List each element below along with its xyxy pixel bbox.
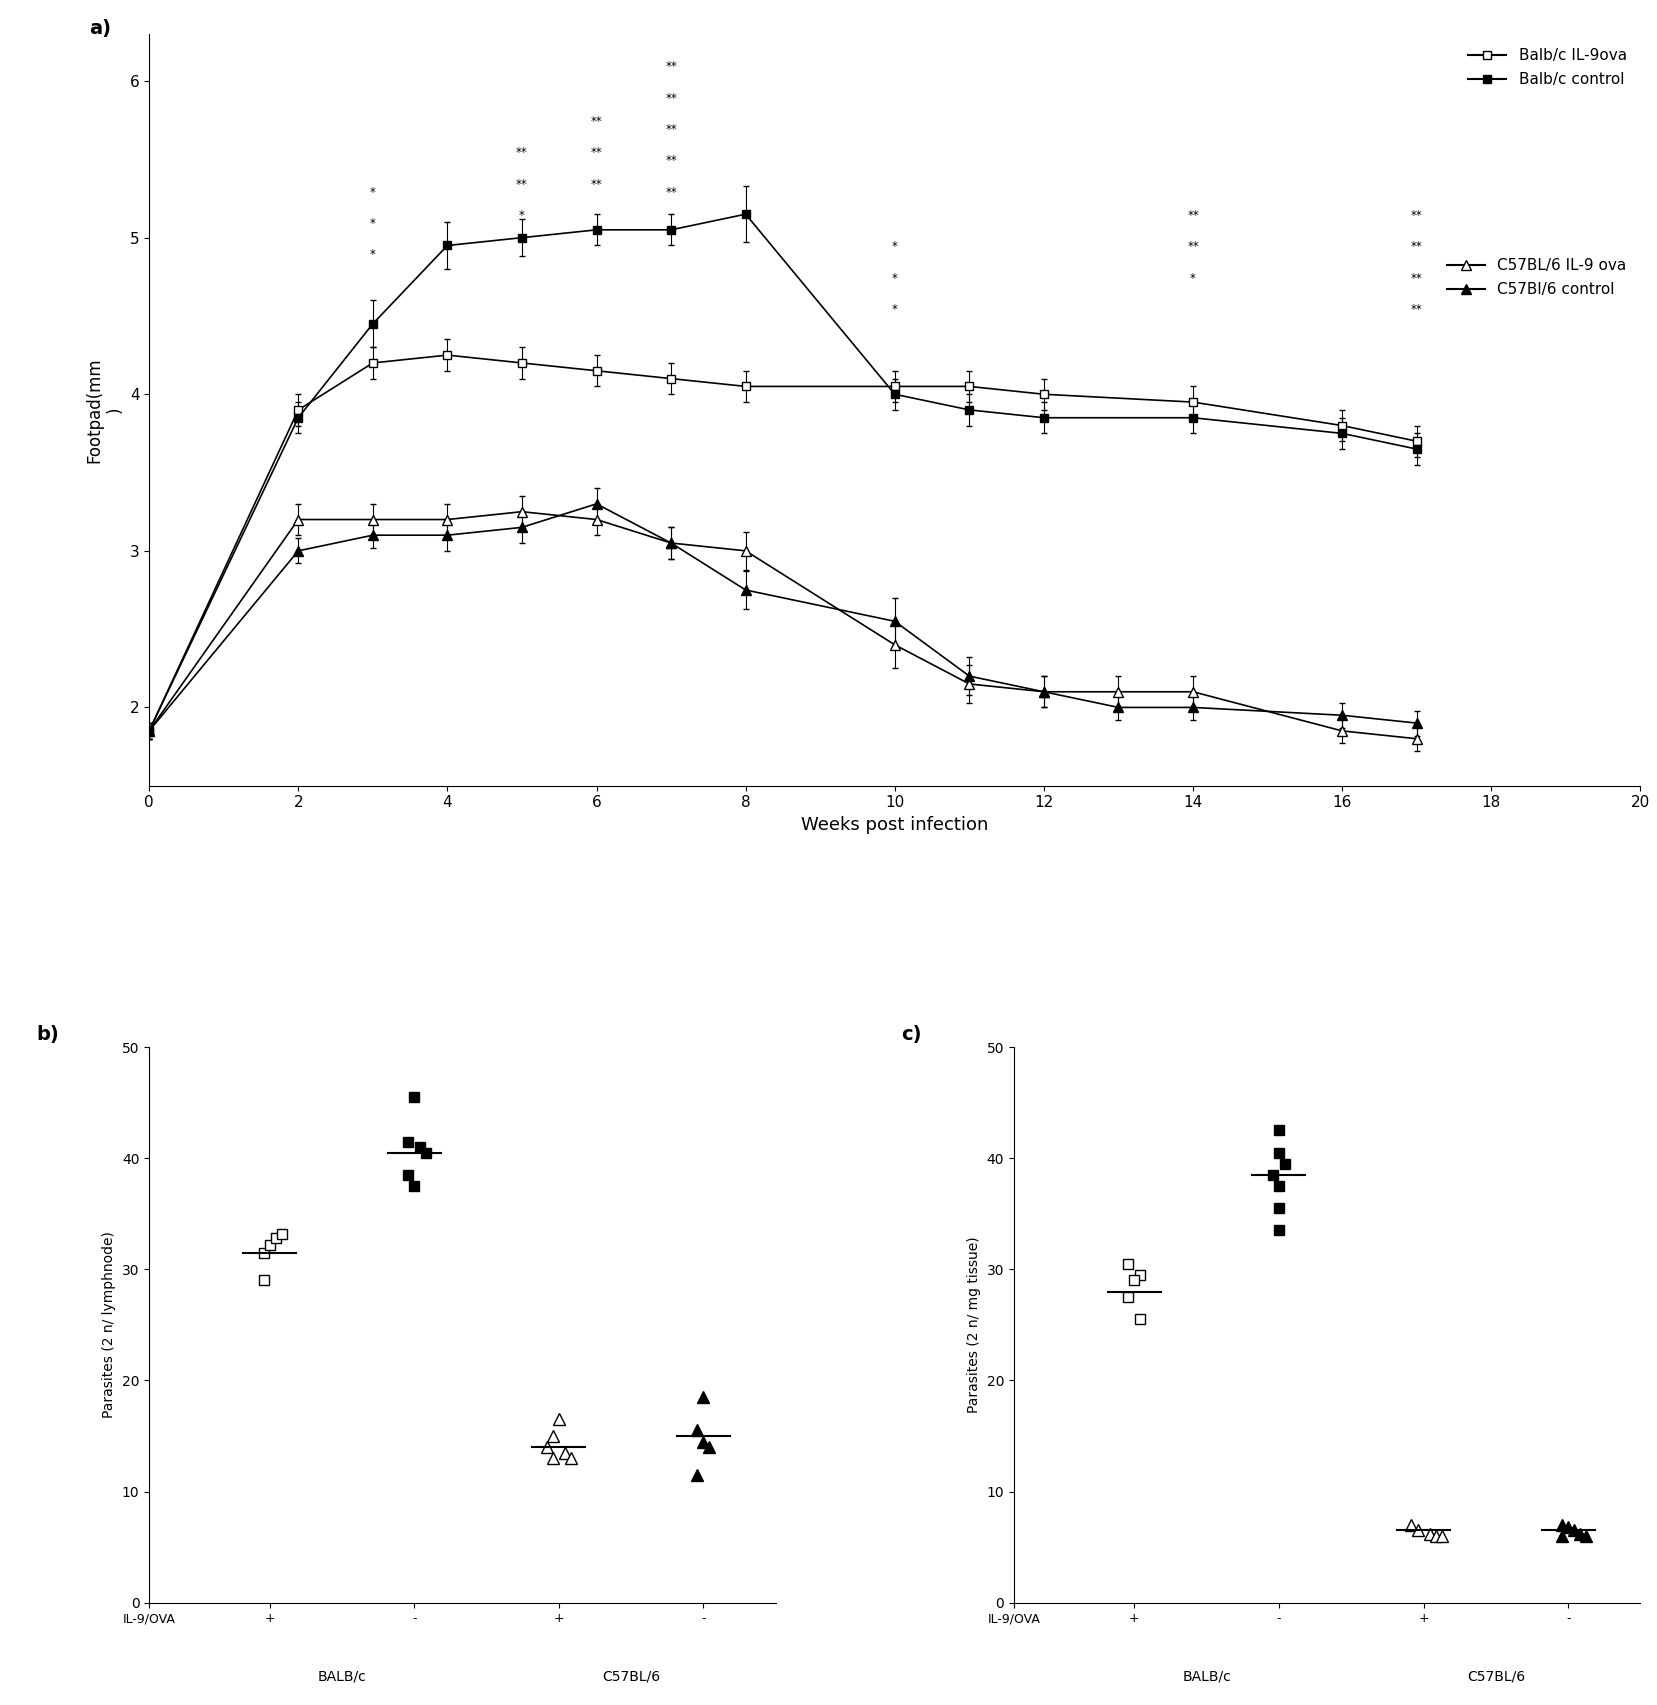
Text: **: ** <box>590 114 603 128</box>
Text: **: ** <box>1410 303 1423 315</box>
Text: *: * <box>891 271 898 285</box>
Text: **: ** <box>590 147 603 159</box>
Legend: C57BL/6 IL-9 ova, C57Bl/6 control: C57BL/6 IL-9 ova, C57Bl/6 control <box>1442 252 1632 303</box>
Text: **: ** <box>590 177 603 191</box>
Text: **: ** <box>1186 240 1200 254</box>
X-axis label: Weeks post infection: Weeks post infection <box>800 817 989 834</box>
Text: **: ** <box>1186 210 1200 222</box>
Text: a): a) <box>89 19 111 38</box>
Text: C57BL/6: C57BL/6 <box>601 1669 659 1683</box>
Text: *: * <box>370 217 376 230</box>
Text: **: ** <box>1410 271 1423 285</box>
Text: *: * <box>370 186 376 198</box>
Text: b): b) <box>36 1025 60 1043</box>
Text: *: * <box>891 303 898 315</box>
Text: **: ** <box>664 153 678 167</box>
Text: **: ** <box>515 177 529 191</box>
Text: *: * <box>891 240 898 254</box>
Text: BALB/c: BALB/c <box>318 1669 366 1683</box>
Text: **: ** <box>664 123 678 136</box>
Y-axis label: Parasites (2 n/ mg tissue): Parasites (2 n/ mg tissue) <box>968 1236 981 1413</box>
Text: **: ** <box>515 147 529 159</box>
Text: *: * <box>519 210 525 222</box>
Text: **: ** <box>1410 240 1423 254</box>
Text: **: ** <box>1410 210 1423 222</box>
Text: C57BL/6: C57BL/6 <box>1466 1669 1524 1683</box>
Text: c): c) <box>901 1025 921 1043</box>
Y-axis label: Footpad(mm
): Footpad(mm ) <box>85 356 124 462</box>
Text: **: ** <box>664 60 678 73</box>
Text: *: * <box>370 249 376 261</box>
Text: **: ** <box>664 186 678 198</box>
Y-axis label: Parasites (2 n/ lymphnode): Parasites (2 n/ lymphnode) <box>103 1231 116 1419</box>
Text: BALB/c: BALB/c <box>1181 1669 1231 1683</box>
Text: **: ** <box>664 92 678 104</box>
Text: *: * <box>1190 271 1196 285</box>
